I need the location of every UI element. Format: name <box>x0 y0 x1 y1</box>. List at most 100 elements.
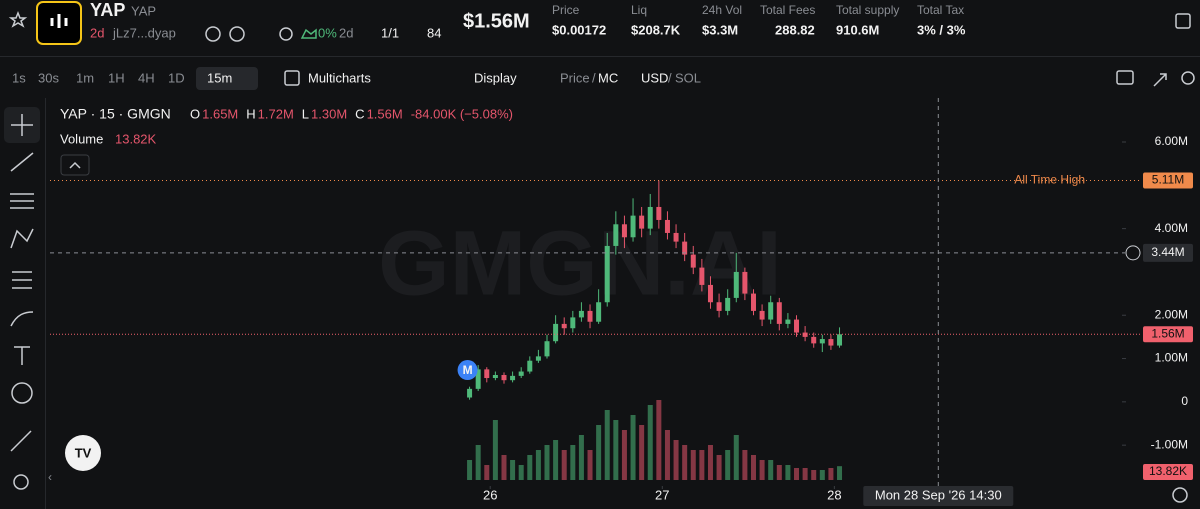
camera-icon[interactable] <box>1116 70 1134 85</box>
candle-body <box>819 339 825 344</box>
volume-bar <box>535 450 541 480</box>
token-age: 2d <box>90 25 104 40</box>
stat-value: 910.6M <box>836 22 879 37</box>
volume-bar <box>802 468 808 480</box>
panel-toggle[interactable] <box>1175 13 1191 29</box>
x-icon[interactable] <box>229 26 245 42</box>
volume-bar <box>553 440 559 480</box>
usd-toggle[interactable]: USD <box>641 70 668 85</box>
interval[interactable]: 1m <box>76 70 94 85</box>
ruler-tool[interactable] <box>10 430 32 452</box>
stat-value: $0.00172 <box>552 22 606 37</box>
ohlc-value: 1.72M <box>258 106 294 121</box>
volume-bar <box>587 450 593 480</box>
ohlc-key: C <box>355 106 364 121</box>
pattern-tool[interactable] <box>10 228 34 249</box>
volume-bar <box>819 470 825 480</box>
scroll-arrow[interactable]: ‹ <box>48 470 52 484</box>
top10-age: 2d <box>339 25 353 40</box>
tv-glyph: TV <box>75 445 92 460</box>
fib-tool[interactable] <box>10 193 34 209</box>
ath-line-tag <box>1143 172 1193 189</box>
expand-icon[interactable] <box>1153 73 1167 87</box>
y-tick-label: 4.00M <box>1155 221 1188 235</box>
interval[interactable]: 4H <box>138 70 155 85</box>
crosshair-tool[interactable] <box>11 114 33 136</box>
interval[interactable]: 1s <box>12 70 26 85</box>
slash: / <box>668 70 672 85</box>
crosshair-plus <box>1125 245 1141 261</box>
tradingview-logo[interactable] <box>65 435 101 471</box>
multicharts-checkbox[interactable] <box>284 70 300 86</box>
candle-body <box>604 245 610 303</box>
search-icon[interactable] <box>279 27 293 41</box>
volume-bar <box>664 430 670 480</box>
brush-tool[interactable] <box>10 311 34 327</box>
candle-body <box>527 360 533 372</box>
collapse-button[interactable] <box>60 154 90 176</box>
volume-bar <box>621 430 627 480</box>
candle-body <box>501 375 507 381</box>
top10-icon <box>300 28 317 39</box>
line-tool[interactable] <box>10 152 34 172</box>
token-name: YAP <box>90 0 125 20</box>
volume-bar <box>811 470 817 480</box>
interval[interactable]: 1D <box>168 70 185 85</box>
logo-glyph <box>50 14 68 28</box>
sol-toggle[interactable]: SOL <box>675 70 701 85</box>
candle-body <box>484 369 490 379</box>
time-settings[interactable] <box>1172 487 1188 503</box>
volume-bar <box>742 450 748 480</box>
token-address[interactable]: jLz7...dyap <box>112 25 176 40</box>
candle-body <box>673 232 679 242</box>
star-icon[interactable] <box>8 10 28 28</box>
y-tick-label: -1.00M <box>1151 437 1188 451</box>
change: -84.00K (−5.08%) <box>411 106 513 121</box>
projection-tool[interactable] <box>12 271 32 289</box>
volume-bar <box>613 420 619 480</box>
volume-bar <box>837 466 843 480</box>
candle-body <box>716 302 722 311</box>
text-tool[interactable] <box>14 346 30 365</box>
selected-bg <box>196 67 258 90</box>
display-menu[interactable]: Display <box>474 70 517 85</box>
interval[interactable]: 30s <box>38 70 59 85</box>
candle-body <box>553 323 559 342</box>
ohlc-value: 1.65M <box>202 106 238 121</box>
interval-selected[interactable]: 15m <box>207 70 232 85</box>
collapse-icon[interactable] <box>69 161 81 169</box>
stat-label: Total Fees <box>760 3 815 17</box>
candle-body <box>725 297 731 311</box>
candle-body <box>802 332 808 337</box>
x-tick-label: 28 <box>827 487 841 502</box>
volume-bar <box>484 465 490 480</box>
zoom-tool[interactable] <box>13 474 29 490</box>
last-volume-tag <box>1143 464 1193 480</box>
interval[interactable]: 1H <box>108 70 125 85</box>
crosshair-x-tag <box>863 486 1014 506</box>
mc-toggle[interactable]: MC <box>598 70 618 85</box>
candle-body <box>561 323 567 329</box>
volume-bar <box>501 455 507 480</box>
volume-bar <box>570 445 576 480</box>
volume-bar <box>518 465 524 480</box>
multicharts[interactable]: Multicharts <box>308 70 371 85</box>
dev-holdings: 1/1 <box>381 25 399 40</box>
ohlc-value: 1.30M <box>311 106 347 121</box>
candle-body <box>785 319 791 324</box>
volume-bar <box>725 450 731 480</box>
last-volume-label: 13.82K <box>1149 464 1187 478</box>
volume-bar <box>492 420 498 480</box>
web-icon[interactable] <box>205 26 221 42</box>
candle-body <box>690 254 696 268</box>
candle-body <box>639 215 645 229</box>
price-toggle[interactable]: Price <box>560 70 590 85</box>
volume-bar <box>656 400 662 480</box>
candle-body <box>475 369 481 389</box>
emoji-tool[interactable] <box>11 382 33 404</box>
candle-body <box>578 310 584 318</box>
volume-bar <box>690 450 696 480</box>
settings-icon[interactable] <box>1181 71 1195 85</box>
candle-body <box>613 224 619 246</box>
